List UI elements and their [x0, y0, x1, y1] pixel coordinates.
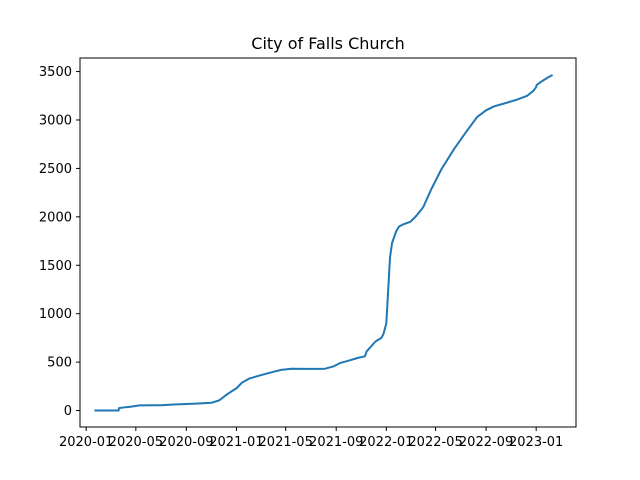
plot-frame [79, 57, 577, 428]
y-axis: 0 500 1000 1500 2000 2500 3000 3500 [39, 65, 80, 419]
x-tick-label: 2021-09 [309, 435, 363, 450]
series-line [94, 74, 554, 412]
y-tick-label: 2000 [39, 210, 72, 225]
y-tick-label: 1000 [39, 307, 72, 322]
x-tick-label: 2020-09 [159, 435, 213, 450]
x-tick-label: 2022-01 [359, 435, 413, 450]
x-tick-label: 2020-01 [59, 435, 113, 450]
y-tick-label: 3000 [39, 113, 72, 128]
x-tick-label: 2021-05 [259, 435, 313, 450]
x-tick-label: 2021-01 [209, 435, 263, 450]
x-axis: 2020-012020-052020-092021-012021-052021-… [59, 427, 563, 450]
y-tick-label: 500 [47, 356, 72, 371]
x-tick-label: 2022-05 [408, 435, 462, 450]
y-tick-label: 0 [64, 404, 72, 419]
y-tick-label: 2500 [39, 162, 72, 177]
plot-area [94, 74, 554, 412]
x-tick-label: 2020-05 [109, 435, 163, 450]
y-tick-label: 1500 [39, 259, 72, 274]
x-tick-label: 2023-01 [509, 435, 563, 450]
chart-title: City of Falls Church [251, 34, 404, 53]
x-tick-label: 2022-09 [459, 435, 513, 450]
y-tick-label: 3500 [39, 65, 72, 80]
